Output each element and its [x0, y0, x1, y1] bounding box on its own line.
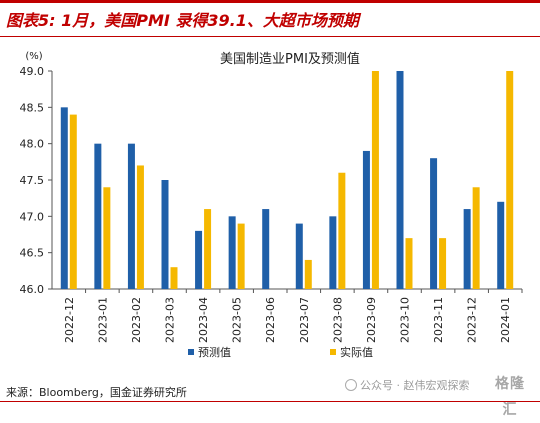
x-tick-label: 2023-04	[197, 297, 210, 343]
x-tick-label: 2023-01	[96, 297, 109, 343]
x-tick-label: 2023-05	[231, 297, 244, 343]
source-note: 来源：Bloomberg，国金证券研究所	[6, 386, 187, 399]
bar-forecast	[195, 230, 203, 289]
watermark: 公众号 · 赵伟宏观探索	[345, 377, 470, 393]
legend-label-actual: 实际值	[340, 345, 373, 359]
bar-forecast	[228, 216, 236, 289]
footer-divider	[0, 401, 540, 402]
legend-label-forecast: 预测值	[198, 346, 231, 359]
y-tick-label: 47.5	[20, 174, 45, 187]
wechat-icon	[345, 379, 357, 391]
legend-swatch-actual	[330, 349, 336, 355]
x-tick-label: 2023-12	[466, 297, 479, 343]
bar-forecast	[497, 201, 505, 289]
x-tick-label: 2023-11	[432, 297, 445, 343]
bar-actual	[405, 238, 413, 289]
y-tick-label: 46.0	[20, 283, 45, 296]
x-tick-label: 2023-07	[298, 297, 311, 343]
x-tick-label: 2023-10	[399, 297, 412, 343]
bar-forecast	[295, 223, 303, 289]
bar-actual	[371, 71, 379, 289]
y-tick-label: 48.0	[20, 138, 45, 151]
y-tick-label: 48.5	[20, 101, 45, 114]
bar-actual	[204, 209, 212, 289]
figure-title: 图表5: 1月，美国PMI 录得39.1、大超市场预期	[6, 11, 359, 30]
bar-forecast	[396, 71, 404, 289]
watermark-text: 公众号 · 赵伟宏观探索	[360, 379, 470, 392]
legend-swatch-forecast	[188, 349, 194, 355]
y-tick-label: 46.5	[20, 247, 45, 260]
x-tick-label: 2023-09	[365, 297, 378, 343]
bar-actual	[103, 187, 111, 289]
bar-forecast	[94, 143, 102, 289]
bar-forecast	[430, 158, 438, 289]
chart-title: 美国制造业PMI及预测值	[220, 51, 360, 67]
bar-actual	[304, 259, 312, 289]
bar-actual	[472, 187, 480, 289]
bar-actual	[136, 165, 144, 289]
bar-actual	[506, 71, 514, 289]
bar-actual	[170, 267, 178, 289]
bar-forecast	[60, 107, 68, 289]
bar-actual	[237, 223, 245, 289]
header-divider	[0, 36, 540, 37]
x-tick-label: 2023-03	[164, 297, 177, 343]
x-tick-label: 2023-08	[331, 297, 344, 343]
pmi-bar-chart: 美国制造业PMI及预测值 (%) 49.0 48.5 48.0 47.5 47.0 46.5 4…	[20, 51, 523, 359]
x-tick-label: 2022-12	[63, 297, 76, 343]
x-tick-label: 2023-06	[264, 297, 277, 343]
logo: 格隆汇	[495, 376, 525, 418]
bar-forecast	[262, 209, 270, 289]
y-tick-label: 47.0	[20, 210, 45, 223]
x-tick-label: 2024-01	[499, 297, 512, 343]
figure-header: 图表5: 1月，美国PMI 录得39.1、大超市场预期	[0, 0, 540, 40]
bar-forecast	[362, 150, 370, 289]
bar-forecast	[127, 143, 135, 289]
y-tick-label: 49.0	[20, 65, 45, 78]
bar-forecast	[329, 216, 337, 289]
bar-actual	[69, 114, 77, 289]
bar-forecast	[463, 209, 471, 289]
bar-actual	[338, 172, 346, 289]
bar-forecast	[161, 180, 169, 289]
x-tick-label: 2023-02	[130, 297, 143, 343]
y-axis-unit: (%)	[25, 51, 42, 62]
bar-actual	[439, 238, 447, 289]
